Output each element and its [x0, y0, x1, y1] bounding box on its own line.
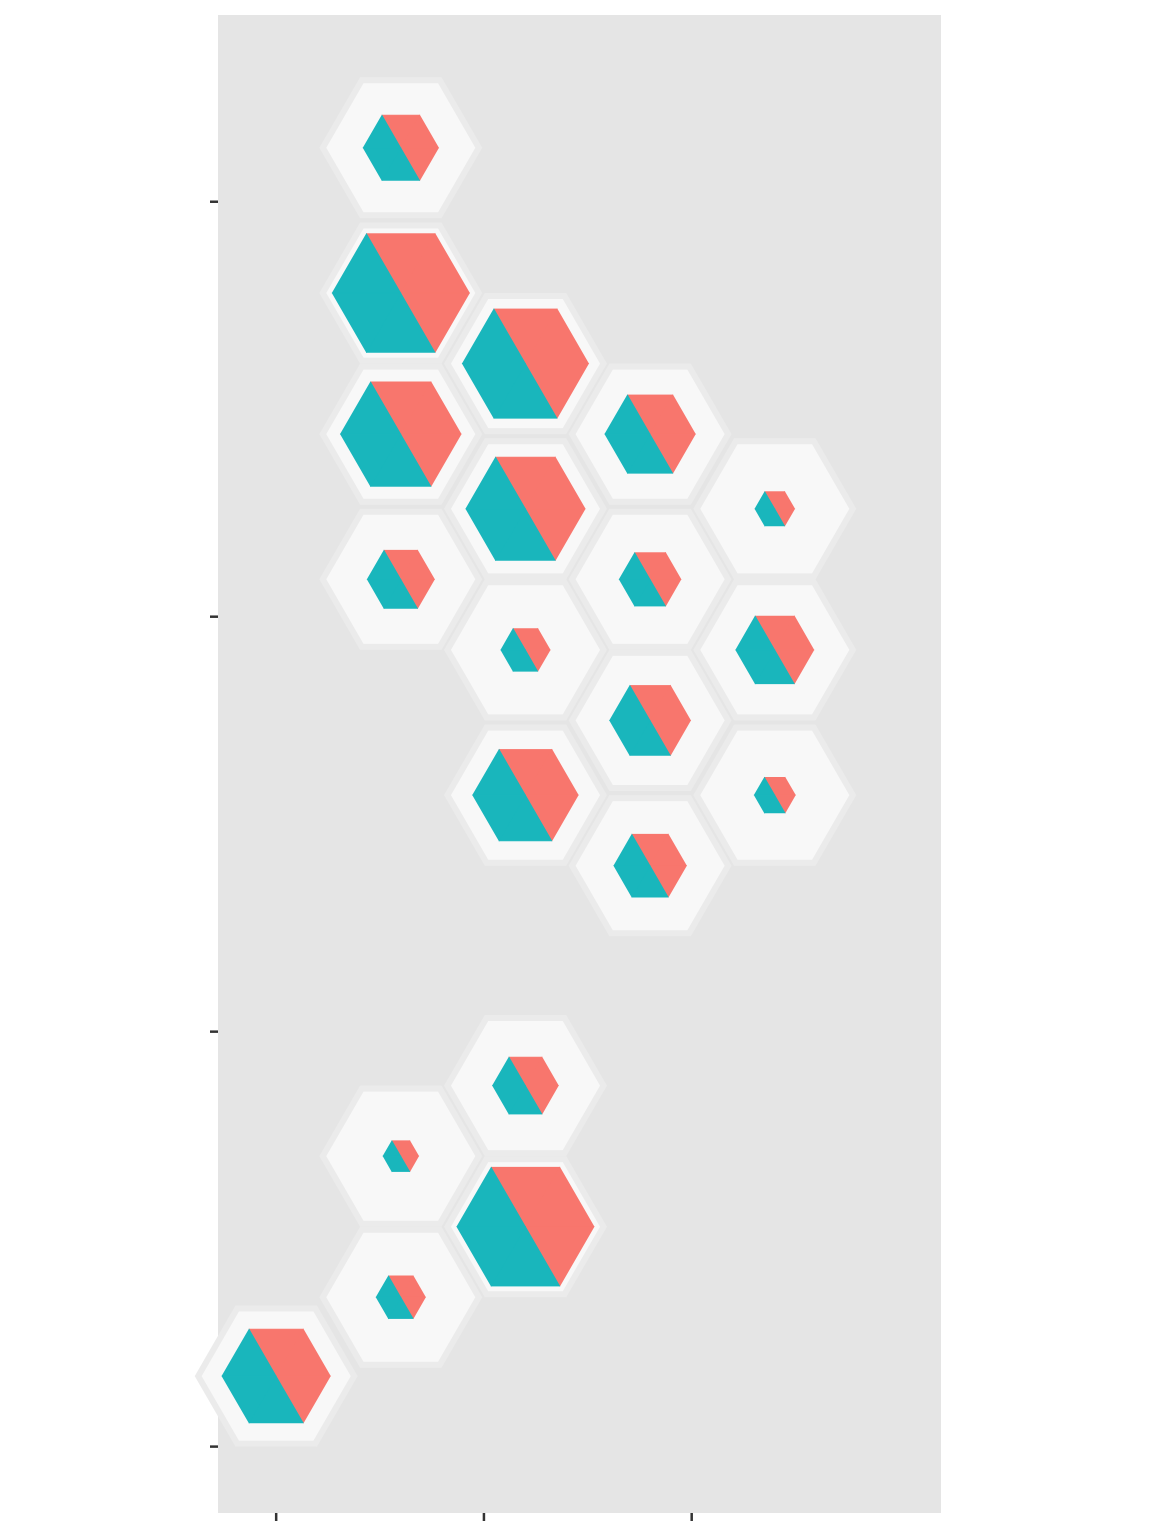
pie-slice-b	[735, 615, 776, 651]
pie-slice-b	[754, 491, 776, 510]
hex-cell	[568, 795, 732, 937]
pie-slice-b	[375, 1275, 402, 1298]
pie-slice-b	[465, 456, 527, 510]
pie-slice-b	[609, 684, 651, 721]
hex-cell	[693, 438, 857, 580]
y-axis	[210, 200, 218, 1448]
hex-cell	[444, 438, 607, 580]
pie-slice-b	[456, 1166, 527, 1227]
hex-cell	[319, 1226, 483, 1368]
hex-cell	[444, 724, 607, 866]
hex-cell	[319, 508, 483, 650]
pie-slice-b	[618, 552, 651, 580]
hex-cell	[444, 579, 607, 721]
hex-cell	[444, 1015, 607, 1157]
hex-cell	[568, 508, 732, 650]
pie-slice-b	[221, 1328, 277, 1377]
x-axis	[274, 1513, 693, 1521]
hex-cell	[693, 579, 857, 721]
pie-slice-b	[461, 308, 527, 364]
hex-cell	[568, 363, 732, 505]
hex-cell	[444, 1156, 607, 1298]
pie-slice-b	[753, 776, 776, 796]
pie-slice-b	[366, 549, 402, 580]
pie-slice-b	[339, 381, 402, 435]
pie-slice-b	[472, 748, 527, 796]
pie-slice-b	[604, 394, 651, 435]
hex-cell	[319, 77, 483, 219]
hex-cell	[319, 1085, 483, 1227]
pie-slice-b	[382, 1140, 402, 1157]
hex-cell	[444, 293, 607, 435]
hex-cell	[319, 222, 483, 364]
hex-cell	[319, 363, 483, 505]
pie-slice-b	[331, 233, 402, 294]
pie-slice-b	[491, 1056, 527, 1086]
hex-cell	[194, 1305, 358, 1447]
pie-slice-b	[500, 627, 527, 651]
pie-slice-b	[613, 833, 651, 867]
pie-slice-b	[362, 114, 402, 149]
hex-cell	[693, 724, 857, 866]
hex-cells	[194, 77, 857, 1447]
hex-cell	[568, 649, 732, 791]
